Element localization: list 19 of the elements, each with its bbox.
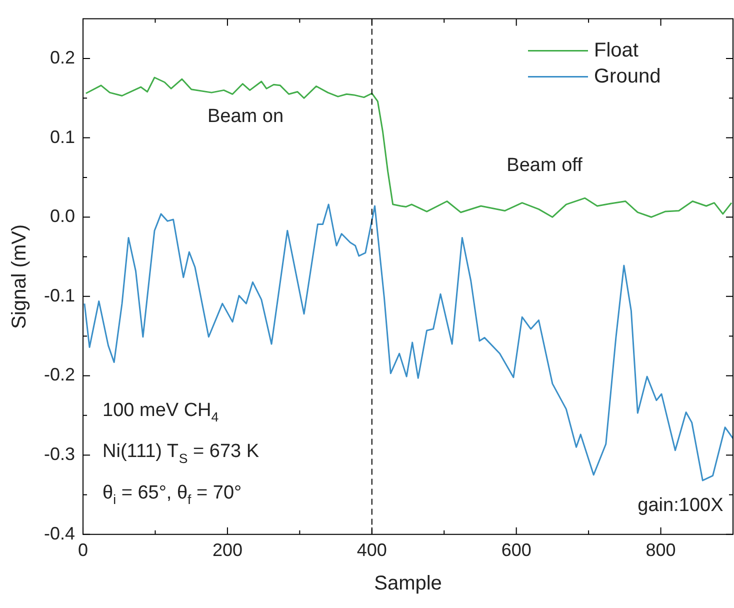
annotation: Beam on <box>207 106 284 127</box>
annotation: gain:100X <box>638 495 724 516</box>
y-tick-label: 0.0 <box>50 206 76 226</box>
x-tick-label: 800 <box>646 540 676 560</box>
annotation: Beam off <box>506 154 584 176</box>
x-tick-label: 0 <box>78 540 88 560</box>
legend-label: Float <box>594 39 639 62</box>
y-axis-title: Signal (mV) <box>8 224 31 329</box>
y-tick-label: 0.1 <box>50 126 76 147</box>
x-tick-label: 400 <box>356 540 387 560</box>
x-tick-label: 200 <box>212 540 242 560</box>
x-axis-title: Sample <box>374 572 442 595</box>
y-tick-label: -0.4 <box>44 523 76 544</box>
x-tick-label: 600 <box>501 540 532 560</box>
legend-label: Ground <box>594 65 661 88</box>
y-tick-label: -0.1 <box>44 285 76 306</box>
y-tick-label: -0.2 <box>44 364 76 385</box>
y-tick-label: -0.3 <box>44 444 76 464</box>
y-tick-label: 0.2 <box>50 47 76 68</box>
